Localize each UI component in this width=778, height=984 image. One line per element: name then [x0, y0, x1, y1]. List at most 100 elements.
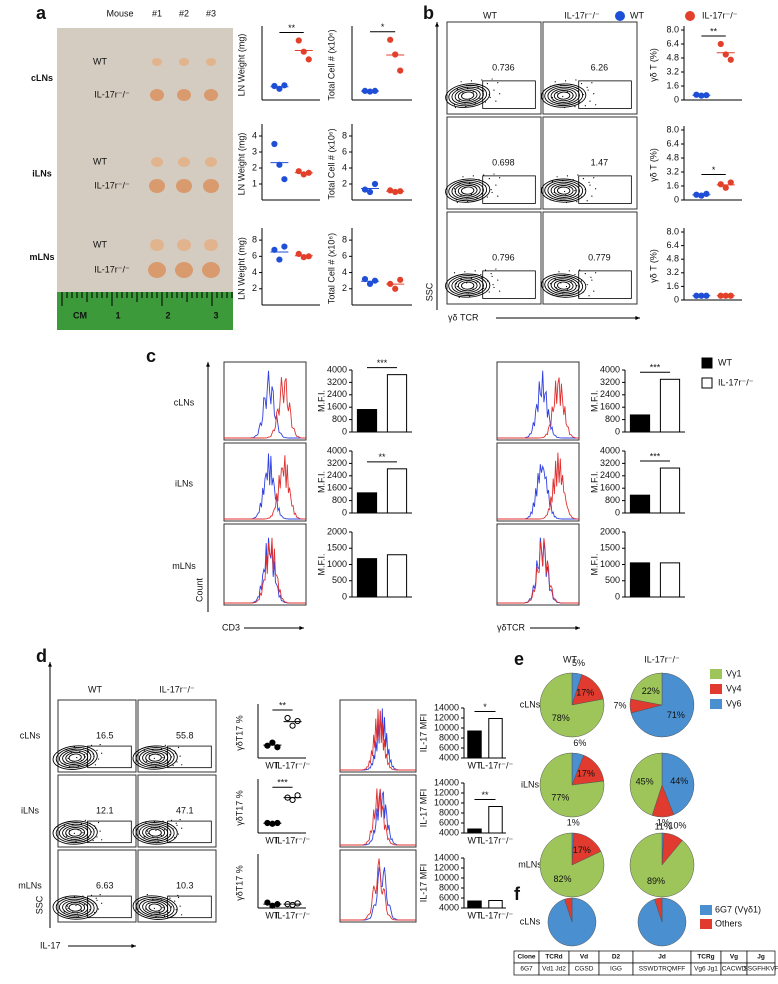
event-dot: [179, 905, 181, 907]
gate-frequency: 6.63: [96, 880, 114, 890]
pie-slice: [661, 752, 695, 816]
event-dot: [85, 826, 87, 828]
contour: [52, 745, 98, 770]
event-dot: [474, 270, 476, 272]
pie-label: 1%: [567, 817, 580, 827]
y-tick-label: 2400: [327, 389, 347, 399]
event-dot: [468, 296, 471, 298]
event-dot: [577, 174, 579, 176]
y-tick-label: 8000: [439, 807, 459, 817]
gate: [167, 895, 212, 919]
histogram-frame: [496, 442, 580, 522]
contour: [461, 186, 475, 195]
data-dot: [305, 253, 312, 260]
event-dot: [96, 836, 98, 838]
y-axis-label: γδ T (%): [648, 148, 658, 182]
event-dot: [595, 188, 597, 190]
event-dot: [150, 913, 152, 915]
event-dot: [164, 744, 166, 746]
data-dot: [698, 192, 705, 199]
event-dot: [493, 286, 495, 289]
event-dot: [564, 190, 566, 193]
event-dot: [584, 105, 586, 107]
pie-label: 11%: [655, 821, 672, 831]
event-dot: [73, 746, 75, 748]
event-dot: [491, 275, 493, 277]
event-dot: [593, 290, 595, 292]
y-axis-label: Total Cell # (x10⁶): [326, 233, 336, 304]
event-dot: [80, 909, 82, 912]
axis-title: SSC: [34, 895, 44, 914]
event-dot: [162, 907, 164, 909]
contour: [454, 278, 481, 293]
event-dot: [467, 201, 469, 203]
contour: [541, 178, 587, 203]
panel-label: f: [514, 884, 521, 904]
contour: [451, 276, 484, 295]
y-tick-label: 0: [674, 294, 679, 304]
event-dot: [159, 826, 161, 828]
gate-frequency: 16.5: [96, 730, 114, 740]
pie-label: 17%: [573, 845, 591, 855]
event-dot: [156, 838, 159, 840]
event-dot: [554, 278, 556, 280]
event-dot: [92, 839, 94, 842]
legend-label: IL-17r⁻/⁻: [718, 377, 754, 387]
event-dot: [79, 837, 81, 839]
event-dot: [155, 916, 157, 918]
contour: [445, 178, 491, 203]
contour: [132, 745, 178, 770]
y-tick-label: 1000: [600, 559, 620, 569]
data-dot: [703, 190, 710, 197]
contour: [445, 83, 491, 108]
event-dot: [484, 269, 487, 271]
data-dot: [289, 901, 296, 909]
y-axis-label: M.F.I.: [316, 554, 326, 576]
x-tick-label: IL-17r⁻/⁻: [478, 910, 514, 920]
arrow-head: [131, 944, 136, 948]
pie-slice: [654, 897, 663, 923]
event-dot: [476, 83, 478, 86]
event-dot: [566, 175, 569, 177]
event-dot: [456, 88, 458, 90]
legend-label: WT: [630, 10, 644, 20]
y-tick-label: 4000: [439, 902, 459, 912]
event-dot: [476, 197, 478, 199]
event-dot: [593, 93, 595, 95]
legend-label: 6G7 (Vγδ1): [715, 904, 761, 914]
y-axis-label: Total Cell # (x10⁶): [326, 29, 336, 100]
y-tick-label: 4: [252, 130, 257, 140]
event-dot: [163, 915, 166, 917]
event-dot: [89, 822, 91, 824]
event-dot: [456, 201, 458, 204]
lymph-node: [206, 58, 216, 66]
event-dot: [488, 291, 490, 293]
contour: [541, 273, 587, 298]
event-dot: [486, 280, 489, 282]
event-dot: [97, 908, 100, 910]
table-header: Clone: [517, 954, 535, 961]
event-dot: [73, 832, 75, 834]
gate: [167, 820, 212, 844]
pie-slice: [630, 672, 663, 706]
column-header: Mouse: [106, 8, 133, 18]
event-dot: [499, 93, 501, 95]
event-dot: [80, 759, 82, 762]
contour: [138, 898, 172, 917]
event-dot: [495, 100, 497, 102]
pie-label: 44%: [670, 776, 688, 786]
data-dot: [284, 714, 291, 722]
row-label: cLNs: [520, 699, 541, 709]
event-dot: [586, 284, 588, 286]
ruler-label: 2: [165, 310, 170, 320]
pie-slice: [564, 897, 573, 923]
x-tick-label: IL-17r⁻/⁻: [275, 910, 311, 920]
data-dot: [392, 285, 399, 292]
event-dot: [472, 91, 474, 93]
bar: [386, 374, 408, 433]
table-cell-text: SSGFHKVF: [743, 966, 778, 973]
event-dot: [551, 180, 554, 182]
event-dot: [181, 914, 183, 916]
y-tick-label: 8.0: [666, 124, 679, 134]
row-label: mLNs: [172, 561, 196, 571]
